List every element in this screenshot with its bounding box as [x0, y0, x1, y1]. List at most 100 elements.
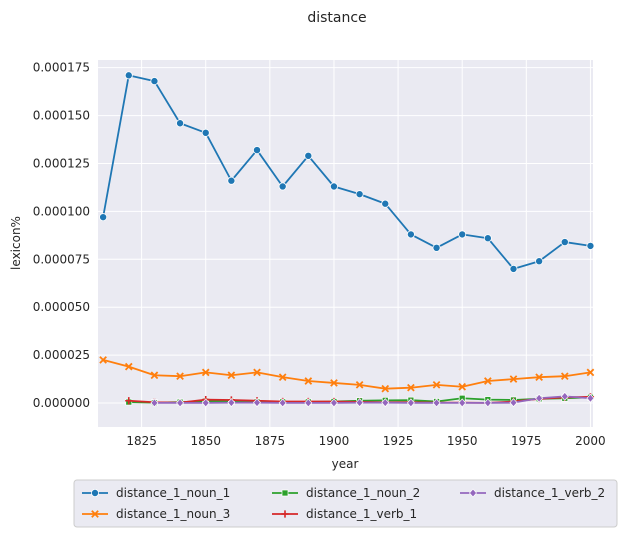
legend-item: distance_1_verb_1	[272, 507, 417, 521]
series-distance_1_noun_1	[99, 71, 595, 273]
data-point	[483, 398, 492, 408]
legend-label: distance_1_noun_3	[116, 507, 230, 521]
data-point	[329, 398, 338, 408]
data-point	[227, 176, 236, 185]
data-point	[124, 362, 133, 371]
data-point	[278, 373, 287, 382]
legend-frame	[73, 479, 618, 528]
legend: distance_1_noun_1 distance_1_noun_2 distan…	[73, 479, 618, 528]
data-point	[176, 119, 185, 128]
data-point	[458, 382, 467, 391]
data-point	[253, 146, 262, 155]
data-point	[586, 241, 595, 250]
data-point	[330, 379, 338, 387]
y-tick-label: 0.000050	[33, 300, 90, 314]
data-point	[458, 230, 467, 239]
y-tick-label: 0.000075	[33, 252, 90, 266]
data-point	[304, 377, 313, 385]
series-group	[99, 71, 595, 408]
data-point	[381, 398, 390, 408]
legend-label: distance_1_verb_1	[306, 507, 417, 521]
data-point	[355, 190, 364, 199]
data-point	[509, 398, 518, 408]
x-tick-label: 1850	[190, 434, 221, 448]
data-point	[150, 77, 159, 86]
data-point	[406, 398, 415, 408]
data-point	[432, 381, 441, 389]
data-point	[150, 371, 159, 380]
legend-marker	[281, 489, 289, 497]
x-tick-label: 1950	[447, 434, 478, 448]
data-point	[355, 398, 364, 408]
legend-item: distance_1_noun_2	[272, 486, 420, 500]
data-point	[381, 384, 390, 393]
data-point	[227, 398, 236, 408]
data-point	[99, 356, 107, 364]
x-axis: 1825 1850 1875 1900 1925 1950 1975 2000	[126, 434, 605, 448]
data-point	[509, 375, 518, 383]
x-tick-label: 1925	[383, 434, 414, 448]
series-line-distance_1_noun_1	[102, 74, 591, 270]
y-tick-label: 0.000000	[33, 396, 90, 410]
y-tick-label: 0.000125	[33, 156, 90, 170]
x-tick-label: 1975	[511, 434, 542, 448]
grid	[98, 60, 593, 427]
y-axis-label: lexicon%	[9, 216, 23, 270]
data-point	[432, 398, 441, 408]
legend-item: distance_1_verb_2	[460, 486, 605, 500]
legend-label: distance_1_noun_1	[116, 486, 230, 500]
data-point	[278, 398, 287, 408]
data-point	[586, 393, 595, 403]
y-tick-label: 0.000175	[33, 61, 90, 75]
data-point	[509, 264, 518, 273]
data-point	[176, 398, 185, 408]
data-point	[125, 397, 133, 405]
y-tick-label: 0.000025	[33, 348, 90, 362]
data-point	[201, 398, 210, 408]
data-point	[458, 398, 467, 408]
y-tick-label: 0.000150	[33, 109, 90, 123]
data-point	[124, 71, 133, 80]
legend-label: distance_1_verb_2	[494, 486, 605, 500]
data-point	[99, 213, 108, 222]
legend-label: distance_1_noun_2	[306, 486, 420, 500]
y-tick-label: 0.000100	[33, 204, 90, 218]
legend-item: distance_1_noun_1	[82, 486, 230, 500]
data-point	[483, 234, 492, 243]
data-point	[304, 398, 313, 408]
legend-item: distance_1_noun_3	[82, 507, 230, 521]
legend-marker	[281, 510, 289, 518]
chart-title: distance	[307, 10, 366, 26]
x-tick-label: 1825	[126, 434, 157, 448]
data-point	[560, 238, 569, 247]
x-axis-label: year	[332, 457, 359, 471]
series-distance_1_noun_3	[99, 356, 595, 393]
data-point	[253, 368, 261, 377]
data-point	[432, 243, 441, 252]
data-point	[484, 377, 492, 385]
data-point	[150, 398, 159, 408]
x-tick-label: 1875	[255, 434, 286, 448]
data-point	[381, 199, 390, 208]
data-point	[535, 373, 543, 382]
data-point	[329, 182, 338, 191]
plot-background	[98, 60, 593, 427]
legend-marker	[469, 488, 477, 498]
data-point	[176, 372, 184, 381]
data-point	[407, 383, 415, 392]
series-line-distance_1_verb_2	[154, 395, 591, 404]
x-tick-label: 2000	[575, 434, 606, 448]
data-point	[227, 371, 236, 380]
data-point	[355, 381, 364, 389]
x-tick-label: 1900	[319, 434, 350, 448]
data-point	[253, 398, 261, 408]
data-point	[560, 391, 569, 401]
y-axis: 0.000000 0.000025 0.000050 0.000075 0.000100…	[33, 61, 90, 410]
data-point	[535, 393, 544, 403]
data-point	[535, 257, 544, 266]
legend-marker	[91, 488, 100, 497]
legend-marker	[91, 510, 99, 518]
data-point	[560, 372, 569, 381]
data-point	[406, 230, 415, 239]
